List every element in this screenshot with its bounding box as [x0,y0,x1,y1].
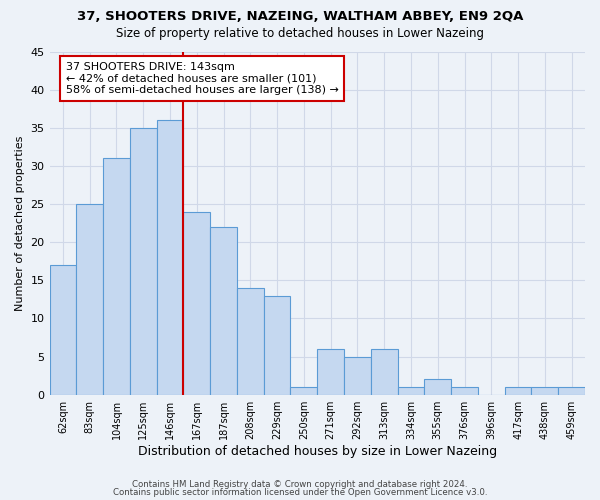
Bar [103,158,130,394]
Bar [210,227,237,394]
Bar [50,265,76,394]
Y-axis label: Number of detached properties: Number of detached properties [15,136,25,311]
Text: 37, SHOOTERS DRIVE, NAZEING, WALTHAM ABBEY, EN9 2QA: 37, SHOOTERS DRIVE, NAZEING, WALTHAM ABB… [77,10,523,23]
Bar [237,288,264,395]
Bar [264,296,290,394]
Bar [344,356,371,395]
Bar [451,387,478,394]
Text: Contains public sector information licensed under the Open Government Licence v3: Contains public sector information licen… [113,488,487,497]
Bar [558,387,585,394]
X-axis label: Distribution of detached houses by size in Lower Nazeing: Distribution of detached houses by size … [138,444,497,458]
Bar [371,349,398,395]
Text: Contains HM Land Registry data © Crown copyright and database right 2024.: Contains HM Land Registry data © Crown c… [132,480,468,489]
Text: 37 SHOOTERS DRIVE: 143sqm
← 42% of detached houses are smaller (101)
58% of semi: 37 SHOOTERS DRIVE: 143sqm ← 42% of detac… [65,62,338,95]
Bar [130,128,157,394]
Bar [532,387,558,394]
Bar [290,387,317,394]
Bar [505,387,532,394]
Bar [317,349,344,395]
Bar [398,387,424,394]
Bar [184,212,210,394]
Bar [157,120,184,394]
Bar [424,380,451,394]
Bar [76,204,103,394]
Text: Size of property relative to detached houses in Lower Nazeing: Size of property relative to detached ho… [116,28,484,40]
